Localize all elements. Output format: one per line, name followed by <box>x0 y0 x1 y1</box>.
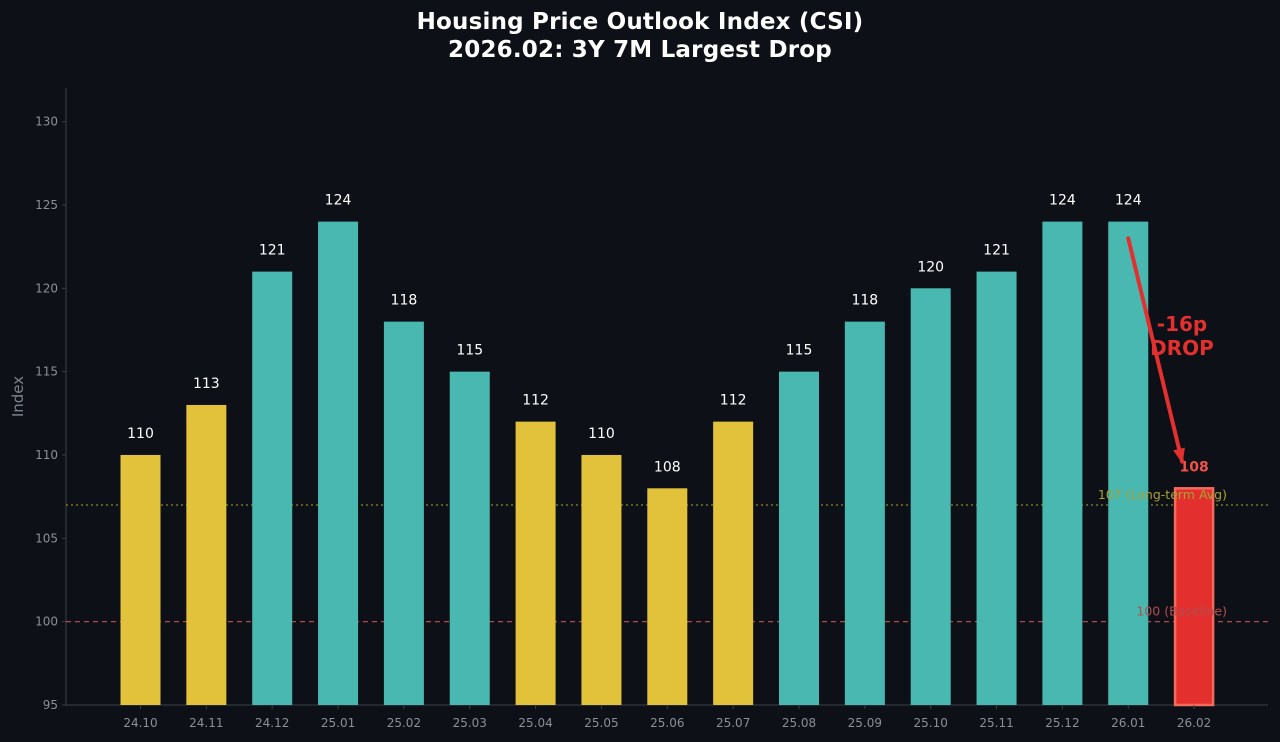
bar <box>713 421 754 705</box>
y-tick-label: 120 <box>35 281 58 295</box>
y-tick-label: 105 <box>35 531 58 545</box>
y-tick-label: 95 <box>43 698 58 712</box>
x-tick-label: 25.05 <box>584 716 618 730</box>
bar-value-label: 115 <box>786 343 813 359</box>
x-tick-label: 25.11 <box>979 716 1013 730</box>
bar <box>910 288 951 705</box>
x-tick-label: 25.08 <box>782 716 816 730</box>
x-tick-label: 26.01 <box>1111 716 1145 730</box>
x-tick-label: 25.09 <box>848 716 882 730</box>
long-term-avg-label: 107 (Long-term Avg) <box>1098 487 1227 502</box>
y-tick-label: 125 <box>35 198 58 212</box>
bar <box>779 371 819 705</box>
baseline-label: 100 (Baseline) <box>1136 604 1227 619</box>
x-tick-label: 25.10 <box>914 716 948 730</box>
x-tick-label: 24.10 <box>123 716 157 730</box>
y-tick-label: 130 <box>35 115 58 129</box>
chart-subtitle: 2026.02: 3Y 7M Largest Drop <box>448 37 832 63</box>
x-tick-label: 25.01 <box>321 716 355 730</box>
bar-value-label: 108 <box>1179 459 1208 475</box>
bar <box>318 221 359 705</box>
x-tick-label: 24.12 <box>255 716 289 730</box>
x-tick-label: 25.12 <box>1045 716 1079 730</box>
bar <box>844 321 885 705</box>
y-tick-label: 100 <box>35 615 58 629</box>
bar <box>383 321 424 705</box>
x-tick-label: 25.06 <box>650 716 684 730</box>
y-tick-label: 110 <box>35 448 58 462</box>
x-tick-label: 24.11 <box>189 716 223 730</box>
bar <box>186 404 227 705</box>
drop-annotation-value: -16p <box>1157 312 1207 336</box>
bar <box>1108 221 1149 705</box>
y-axis-label: Index <box>9 376 27 417</box>
x-tick-label: 25.04 <box>518 716 552 730</box>
drop-annotation-label: DROP <box>1150 336 1214 360</box>
bar <box>976 271 1017 705</box>
bar-value-label: 120 <box>917 259 944 275</box>
x-tick-label: 26.02 <box>1177 716 1211 730</box>
x-tick-label: 25.02 <box>387 716 421 730</box>
bar-value-label: 124 <box>1115 193 1142 209</box>
bar <box>1042 221 1083 705</box>
bar-value-label: 115 <box>456 343 483 359</box>
bar-value-label: 110 <box>588 426 615 442</box>
bar-value-label: 113 <box>193 376 220 392</box>
drop-arrow-line <box>1126 236 1185 464</box>
bar-value-label: 121 <box>259 243 286 259</box>
chart-title: Housing Price Outlook Index (CSI) <box>416 9 864 35</box>
bar-value-label: 124 <box>1049 193 1076 209</box>
bar <box>449 371 490 705</box>
bar <box>120 454 161 705</box>
bar <box>252 271 293 705</box>
bar <box>1173 487 1215 707</box>
x-tick-label: 25.03 <box>453 716 487 730</box>
drop-arrow-head <box>1173 447 1185 464</box>
bar-value-label: 112 <box>720 393 747 409</box>
bar-value-label: 108 <box>654 459 681 475</box>
bar-value-label: 121 <box>983 243 1010 259</box>
x-tick-label: 25.07 <box>716 716 750 730</box>
bar <box>581 454 622 705</box>
bar-value-label: 118 <box>391 293 418 309</box>
bar <box>647 488 688 705</box>
bar-value-label: 112 <box>522 393 549 409</box>
bar-value-label: 124 <box>325 193 352 209</box>
bar-value-label: 118 <box>851 293 878 309</box>
y-tick-label: 115 <box>35 365 58 379</box>
bar-value-label: 110 <box>127 426 154 442</box>
bar <box>515 421 556 705</box>
